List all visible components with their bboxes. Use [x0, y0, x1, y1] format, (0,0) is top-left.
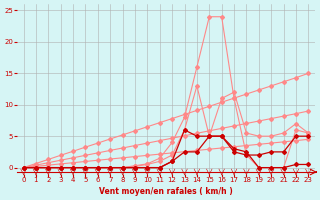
- X-axis label: Vent moyen/en rafales ( km/h ): Vent moyen/en rafales ( km/h ): [99, 187, 233, 196]
